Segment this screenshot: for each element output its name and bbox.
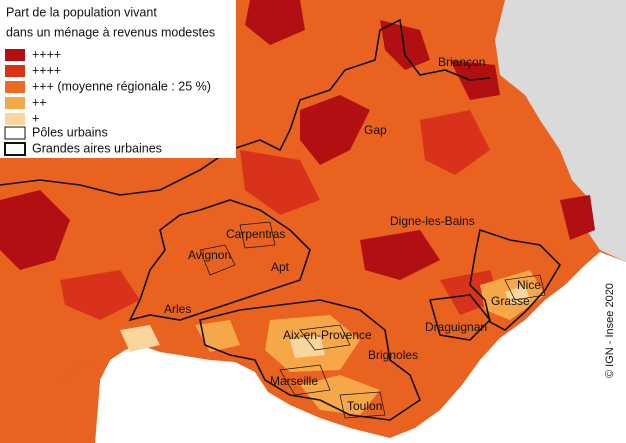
place-label: Avignon: [188, 248, 231, 262]
urban-pole-outlines: [199, 221, 546, 419]
legend-swatch: [5, 49, 25, 61]
legend-label: Grandes aires urbaines: [32, 141, 162, 155]
place-label: Draguignan: [425, 320, 487, 334]
legend-swatch: [5, 65, 25, 77]
legend-title: dans un ménage à revenus modestes: [6, 25, 215, 39]
place-label: Nice: [517, 278, 541, 292]
legend-swatch: [5, 113, 25, 125]
place-label: Digne-les-Bains: [390, 214, 475, 228]
place-label: Toulon: [347, 399, 382, 413]
place-label: Carpentras: [226, 227, 285, 241]
neighbour-country: [495, 0, 626, 262]
legend-outline-swatch: [4, 126, 26, 140]
territory: [20, 345, 140, 443]
urban-area-outlines: [0, 18, 562, 421]
legend-label: ++++: [32, 47, 61, 61]
place-label: Apt: [271, 260, 290, 274]
place-label: Aix-en-Provence: [283, 328, 372, 342]
place-label: Briançon: [438, 55, 485, 69]
credit: © IGN - Insee 2020: [604, 283, 616, 378]
place-label: Marseille: [270, 374, 318, 388]
legend-label: Pôles urbains: [32, 125, 108, 139]
low-share-areas: [120, 285, 530, 358]
place-label: Brignoles: [368, 348, 418, 362]
legend-swatch: [5, 81, 25, 93]
place-label: Arles: [164, 302, 191, 316]
legend-swatch: [5, 97, 25, 109]
legend-outline-swatch: [4, 142, 26, 156]
sea: [95, 252, 626, 443]
legend-label: +: [32, 111, 39, 125]
place-label: Grasse: [491, 294, 530, 308]
legend-label: +++ (moyenne régionale : 25 %): [32, 79, 211, 93]
legend-label: ++++: [32, 63, 61, 77]
legend-title: Part de la population vivant: [6, 5, 157, 19]
legend-items: +++++++++++ (moyenne régionale : 25 %)++…: [4, 47, 211, 156]
legend-label: ++: [32, 95, 47, 109]
legend-box: [0, 0, 236, 158]
place-label: Gap: [364, 123, 387, 137]
